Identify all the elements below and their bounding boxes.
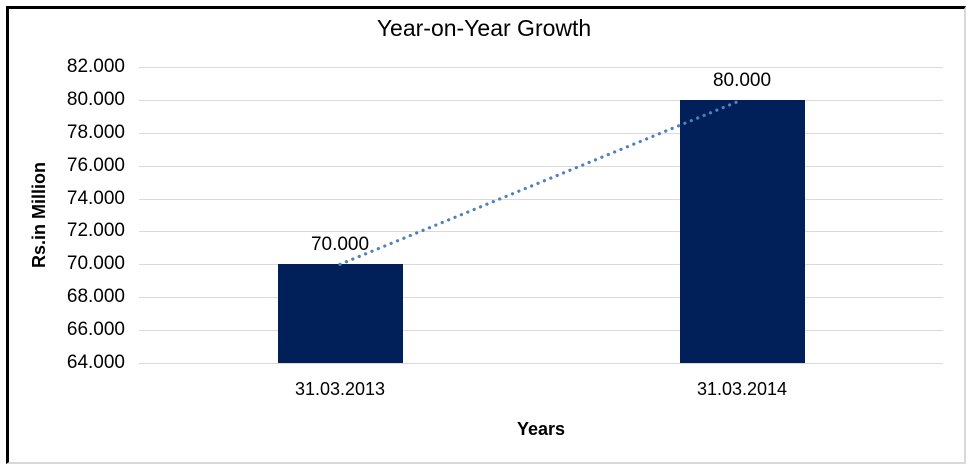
data-label: 70.000: [310, 234, 370, 255]
gridline: [139, 100, 943, 101]
gridline: [139, 166, 943, 167]
x-axis-title: Years: [516, 419, 566, 439]
gridline: [139, 231, 943, 232]
gridline: [139, 264, 943, 265]
y-tick-label: 74.000: [66, 188, 125, 209]
trendline: [338, 98, 744, 266]
x-category-label: 31.03.2013: [294, 379, 386, 399]
y-tick-label: 72.000: [66, 220, 125, 241]
gridline: [139, 363, 943, 364]
bar-31.03.2014: [680, 100, 805, 363]
y-tick-label: 80.000: [66, 89, 125, 110]
y-tick-label: 78.000: [66, 122, 125, 143]
gridline: [139, 199, 943, 200]
bar-31.03.2013: [278, 264, 403, 363]
gridline: [139, 67, 943, 68]
data-label: 80.000: [712, 70, 772, 91]
y-axis-title: Rs.in Million: [29, 162, 49, 268]
y-tick-label: 82.000: [66, 56, 125, 77]
x-category-label: 31.03.2014: [696, 379, 788, 399]
y-tick-label: 68.000: [66, 286, 125, 307]
y-tick-label: 70.000: [66, 253, 125, 274]
y-tick-label: 66.000: [66, 319, 125, 340]
plot-area: [139, 67, 943, 364]
y-tick-label: 64.000: [66, 352, 125, 373]
gridline: [139, 133, 943, 134]
gridline: [139, 297, 943, 298]
chart-title: Year-on-Year Growth: [376, 15, 592, 41]
y-tick-label: 76.000: [66, 155, 125, 176]
gridline: [139, 330, 943, 331]
